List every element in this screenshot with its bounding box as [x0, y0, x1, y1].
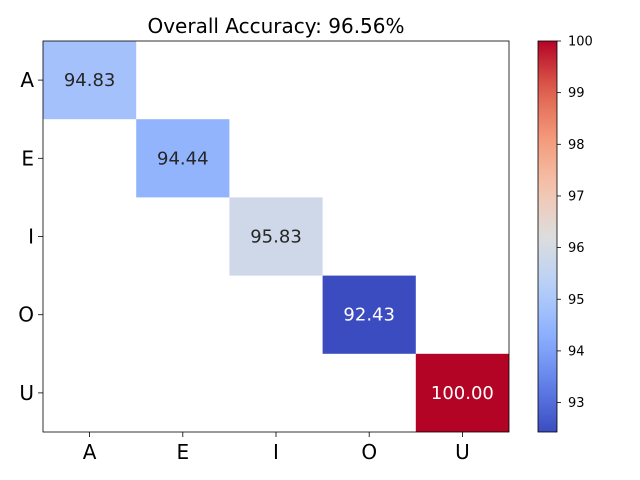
chart-title: Overall Accuracy: 96.56% — [147, 14, 404, 38]
cell-value-label: 92.43 — [343, 305, 395, 326]
cell-value-label: 94.83 — [64, 70, 116, 91]
y-axis-ticks: A E I O U — [18, 68, 43, 405]
colorbar-tick-label: 100 — [568, 35, 593, 50]
colorbar-tick-label: 99 — [568, 86, 585, 101]
x-tick-label: U — [455, 440, 470, 464]
colorbar-tick-label: 97 — [568, 189, 585, 204]
heatmap-cells — [43, 41, 509, 432]
heatmap-cell-i-i — [229, 197, 323, 276]
x-tick-label: O — [361, 440, 377, 464]
y-tick-label: U — [19, 381, 34, 405]
y-tick-label: E — [21, 146, 34, 170]
heatmap-cell-u-u — [415, 353, 509, 432]
y-tick-label: A — [20, 68, 34, 92]
colorbar-ticks: 93 94 95 96 97 98 99 100 — [557, 35, 593, 411]
colorbar-tick-label: 95 — [568, 293, 585, 308]
colorbar-tick-label: 98 — [568, 138, 585, 153]
colorbar-tick-label: 94 — [568, 344, 585, 359]
cell-value-label: 95.83 — [250, 227, 302, 248]
heatmap-cell-a-a — [43, 41, 137, 120]
x-tick-label: A — [83, 440, 97, 464]
y-tick-label: I — [28, 225, 34, 249]
y-tick-label: O — [18, 303, 34, 327]
colorbar-tick-label: 96 — [568, 241, 585, 256]
cell-value-label: 100.00 — [431, 383, 494, 404]
colorbar — [538, 41, 557, 432]
cell-value-label: 94.44 — [157, 148, 209, 169]
x-tick-label: I — [273, 440, 279, 464]
x-tick-label: E — [176, 440, 189, 464]
colorbar-frame — [537, 40, 558, 433]
heatmap-cell-o-o — [322, 275, 416, 354]
heatmap-cell-e-e — [136, 119, 230, 198]
cell-value-labels: 94.83 94.44 95.83 92.43 100.00 — [64, 70, 494, 404]
colorbar-tick-label: 93 — [568, 396, 585, 411]
